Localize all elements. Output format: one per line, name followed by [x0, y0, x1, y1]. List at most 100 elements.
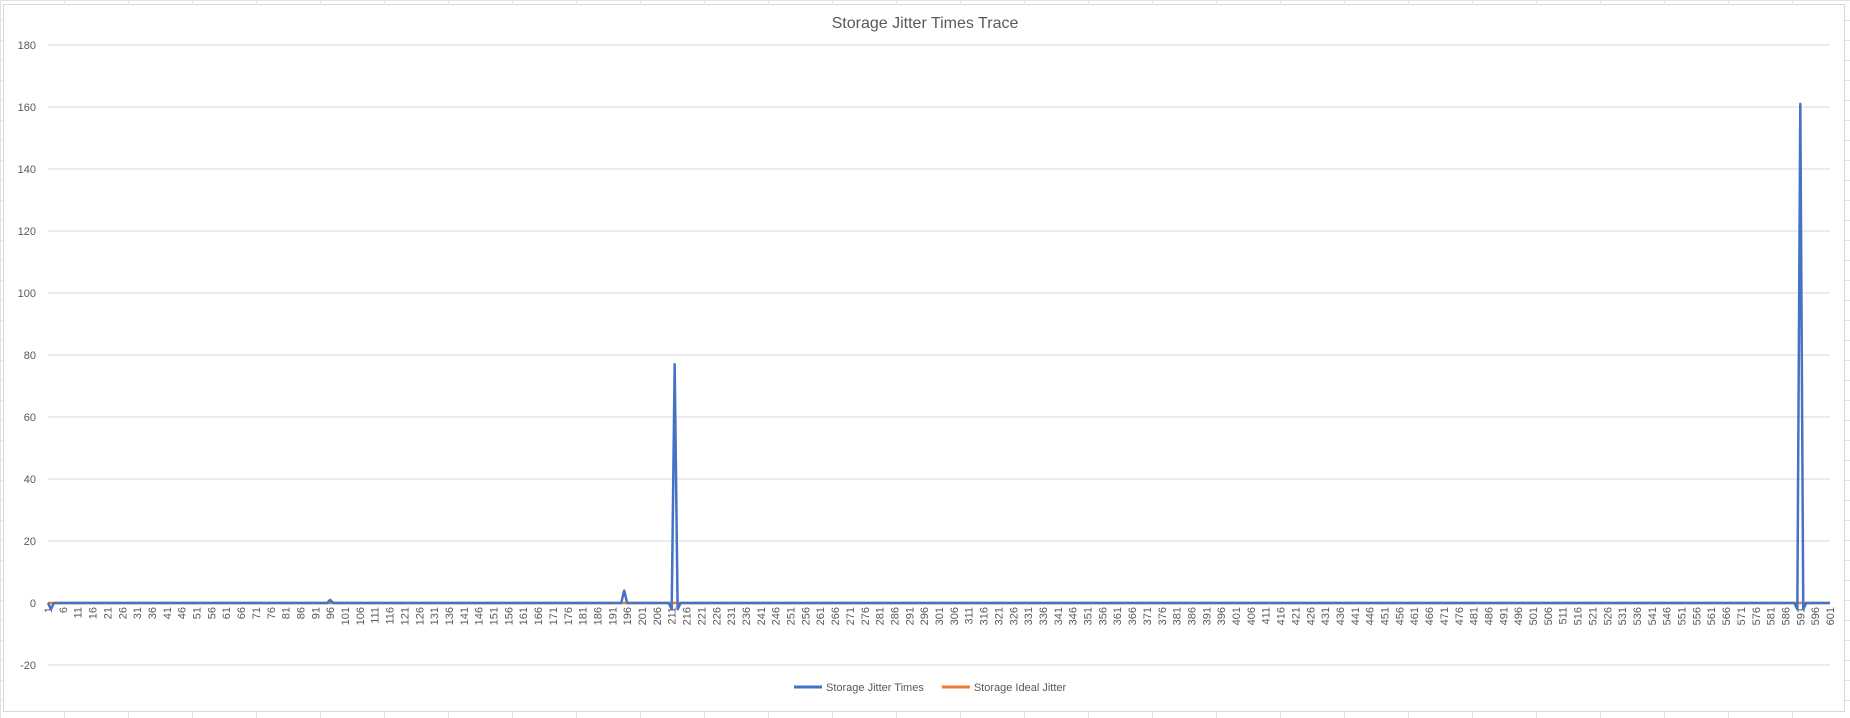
x-tick-label: 51 [192, 607, 204, 619]
x-tick-label: 101 [340, 607, 352, 625]
x-tick-label: 331 [1023, 607, 1035, 625]
x-tick-label: 411 [1261, 607, 1273, 625]
x-tick-label: 86 [295, 607, 307, 619]
x-tick-label: 356 [1097, 607, 1109, 625]
y-tick-label: 80 [24, 350, 36, 362]
x-tick-label: 196 [622, 607, 634, 625]
x-tick-label: 581 [1766, 607, 1778, 625]
x-tick-label: 346 [1068, 607, 1080, 625]
x-tick-label: 371 [1142, 607, 1154, 625]
chart-area[interactable]: Storage Jitter Times Trace -20 0 20 40 60 80 1… [3, 4, 1845, 712]
x-tick-label: 211 [667, 607, 679, 625]
x-tick-label: 566 [1721, 607, 1733, 625]
x-tick-label: 316 [979, 607, 991, 625]
chart-title: Storage Jitter Times Trace [832, 15, 1019, 32]
y-tick-label: -20 [20, 660, 36, 672]
y-tick-label: 160 [18, 102, 36, 114]
x-tick-label: 466 [1424, 607, 1436, 625]
x-tick-label: 131 [429, 607, 441, 625]
x-tick-label: 281 [875, 607, 887, 625]
x-tick-label: 151 [489, 607, 501, 625]
x-tick-label: 386 [1186, 607, 1198, 625]
y-tick-label: 20 [24, 536, 36, 548]
x-tick-label: 56 [206, 607, 218, 619]
x-tick-label: 21 [102, 607, 114, 619]
x-tick-label: 396 [1216, 607, 1228, 625]
x-axis-tick-labels: 1 6 11 16 21 26 31 36 41 46 51 56 61 66 71 76 81 86 91 96 10… [43, 607, 1837, 625]
x-tick-label: 36 [147, 607, 159, 619]
x-tick-label: 341 [1053, 607, 1065, 625]
x-tick-label: 266 [830, 607, 842, 625]
x-tick-label: 271 [845, 607, 857, 625]
x-tick-label: 376 [1157, 607, 1169, 625]
x-tick-label: 421 [1290, 607, 1302, 625]
x-tick-label: 146 [474, 607, 486, 625]
x-tick-label: 491 [1498, 607, 1510, 625]
x-tick-label: 76 [266, 607, 278, 619]
x-tick-label: 361 [1112, 607, 1124, 625]
x-tick-label: 446 [1365, 607, 1377, 625]
x-tick-label: 276 [860, 607, 872, 625]
line-chart: Storage Jitter Times Trace -20 0 20 40 60 80 1… [18, 15, 1837, 694]
x-tick-label: 181 [578, 607, 590, 625]
x-tick-label: 601 [1825, 607, 1837, 625]
x-tick-label: 1 [43, 607, 55, 613]
x-tick-label: 226 [711, 607, 723, 625]
x-tick-label: 506 [1543, 607, 1555, 625]
x-tick-label: 166 [533, 607, 545, 625]
x-tick-label: 516 [1573, 607, 1585, 625]
x-tick-label: 441 [1350, 607, 1362, 625]
x-tick-label: 216 [682, 607, 694, 625]
x-tick-label: 171 [548, 607, 560, 625]
x-tick-label: 296 [919, 607, 931, 625]
x-tick-label: 126 [414, 607, 426, 625]
x-tick-label: 306 [949, 607, 961, 625]
x-tick-label: 416 [1276, 607, 1288, 625]
x-tick-label: 206 [652, 607, 664, 625]
x-tick-label: 596 [1810, 607, 1822, 625]
x-tick-label: 486 [1483, 607, 1495, 625]
x-tick-label: 91 [310, 607, 322, 619]
x-tick-label: 311 [964, 607, 976, 625]
x-tick-label: 551 [1677, 607, 1689, 625]
x-tick-label: 66 [236, 607, 248, 619]
x-tick-label: 251 [786, 607, 798, 625]
y-tick-label: 40 [24, 474, 36, 486]
x-tick-label: 156 [503, 607, 515, 625]
x-tick-label: 106 [355, 607, 367, 625]
x-tick-label: 561 [1706, 607, 1718, 625]
x-tick-label: 31 [132, 607, 144, 619]
x-tick-label: 526 [1602, 607, 1614, 625]
x-tick-label: 321 [993, 607, 1005, 625]
x-tick-label: 381 [1172, 607, 1184, 625]
x-tick-label: 241 [756, 607, 768, 625]
x-tick-label: 116 [385, 607, 397, 625]
x-tick-label: 401 [1231, 607, 1243, 625]
x-tick-label: 6 [58, 607, 70, 613]
x-tick-label: 451 [1380, 607, 1392, 625]
x-tick-label: 436 [1335, 607, 1347, 625]
x-tick-label: 71 [251, 607, 263, 619]
x-tick-label: 121 [399, 607, 411, 625]
x-tick-label: 161 [518, 607, 530, 625]
x-tick-label: 591 [1795, 607, 1807, 625]
x-tick-label: 46 [177, 607, 189, 619]
x-tick-label: 231 [726, 607, 738, 625]
x-tick-label: 481 [1469, 607, 1481, 625]
x-tick-label: 111 [370, 607, 382, 624]
y-tick-label: 180 [18, 40, 36, 52]
x-tick-label: 511 [1558, 607, 1570, 625]
x-tick-label: 246 [771, 607, 783, 625]
x-tick-label: 426 [1305, 607, 1317, 625]
x-tick-label: 576 [1751, 607, 1763, 625]
x-tick-label: 546 [1662, 607, 1674, 625]
x-tick-label: 11 [73, 607, 85, 618]
x-tick-label: 476 [1454, 607, 1466, 625]
x-tick-label: 556 [1691, 607, 1703, 625]
x-tick-label: 366 [1127, 607, 1139, 625]
x-tick-label: 496 [1513, 607, 1525, 625]
x-tick-label: 501 [1528, 607, 1540, 625]
y-tick-label: 140 [18, 164, 36, 176]
y-tick-label: 100 [18, 288, 36, 300]
x-tick-label: 571 [1736, 607, 1748, 625]
